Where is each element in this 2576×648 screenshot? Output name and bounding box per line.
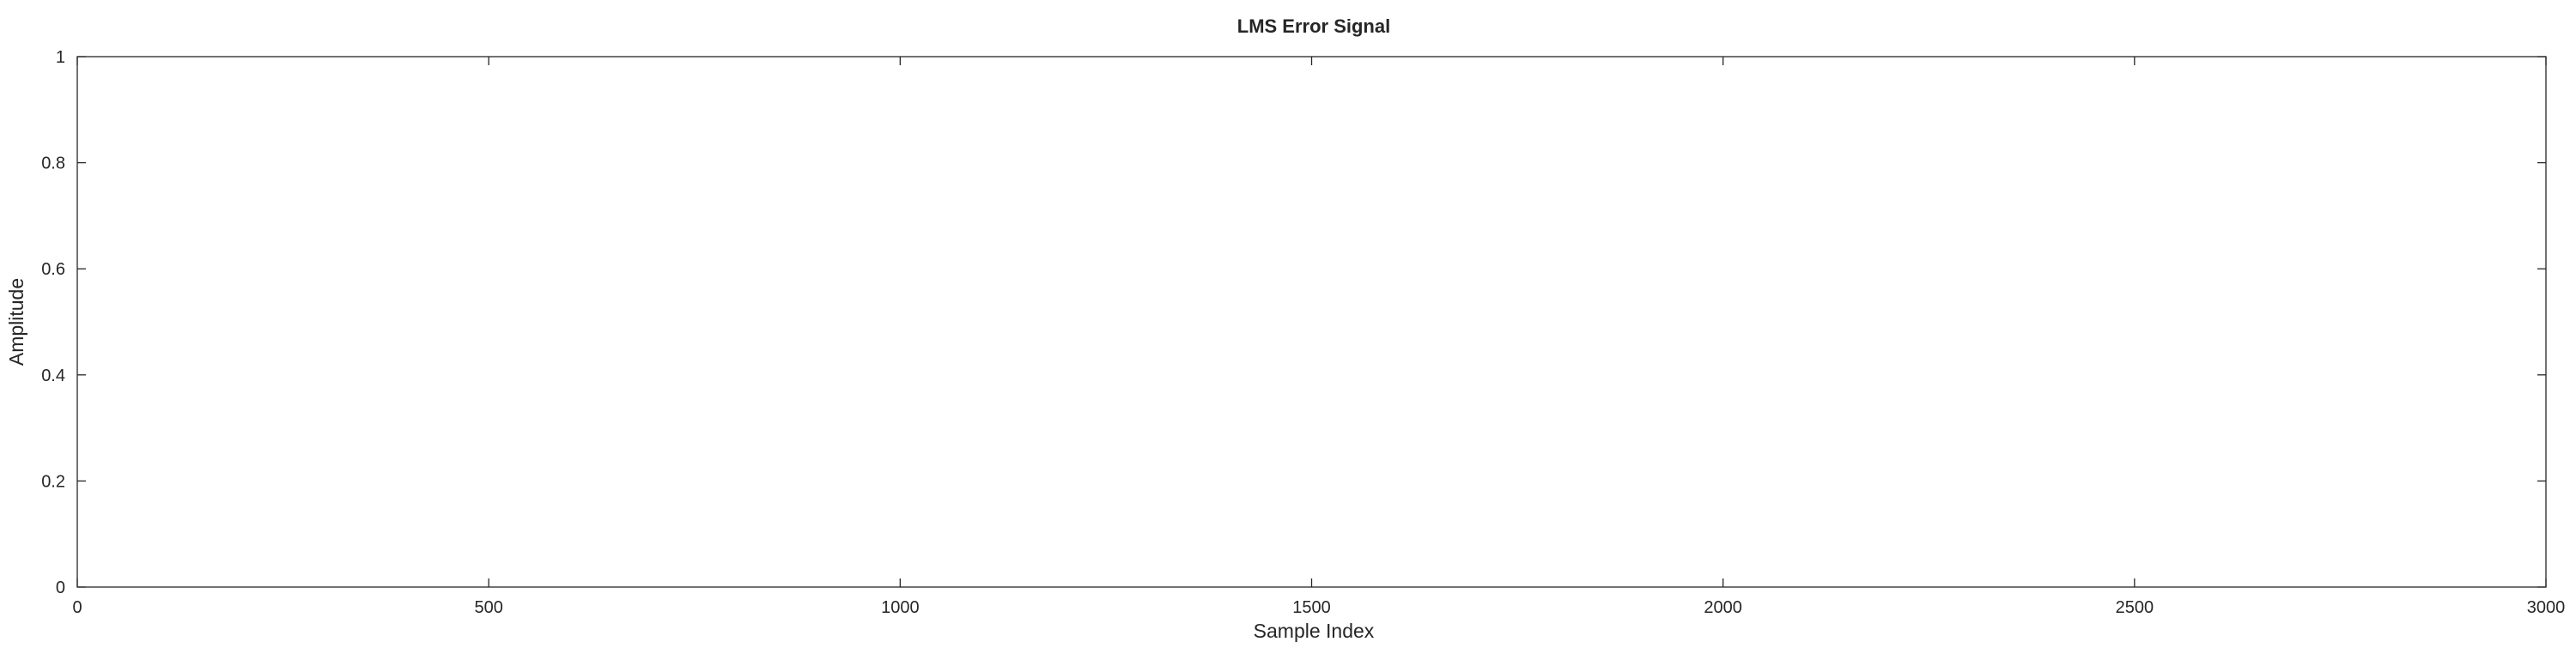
x-tick-label: 1500 xyxy=(1292,598,1331,617)
x-tick-label: 2000 xyxy=(1704,598,1742,617)
y-tick-label: 0.6 xyxy=(41,260,65,279)
x-tick-label: 500 xyxy=(474,598,502,617)
x-tick-label: 3000 xyxy=(2527,598,2566,617)
chart-title: LMS Error Signal xyxy=(1237,15,1390,37)
y-tick-label: 1 xyxy=(56,48,65,67)
x-tick-label: 2500 xyxy=(2116,598,2154,617)
y-axis: 0 0.2 0.4 0.6 0.8 1 xyxy=(41,48,2546,597)
y-tick-label: 0.4 xyxy=(41,366,65,385)
x-axis: 0 500 1000 1500 2000 2500 3000 xyxy=(72,57,2565,617)
y-axis-label: Amplitude xyxy=(5,278,27,366)
y-tick-label: 0.8 xyxy=(41,154,65,173)
y-tick-label: 0.2 xyxy=(41,472,65,491)
plot-area xyxy=(76,56,2547,588)
x-tick-label: 1000 xyxy=(881,598,920,617)
x-axis-label: Sample Index xyxy=(1254,620,1375,642)
x-tick-label: 0 xyxy=(72,598,82,617)
y-tick-label: 0 xyxy=(56,578,65,597)
